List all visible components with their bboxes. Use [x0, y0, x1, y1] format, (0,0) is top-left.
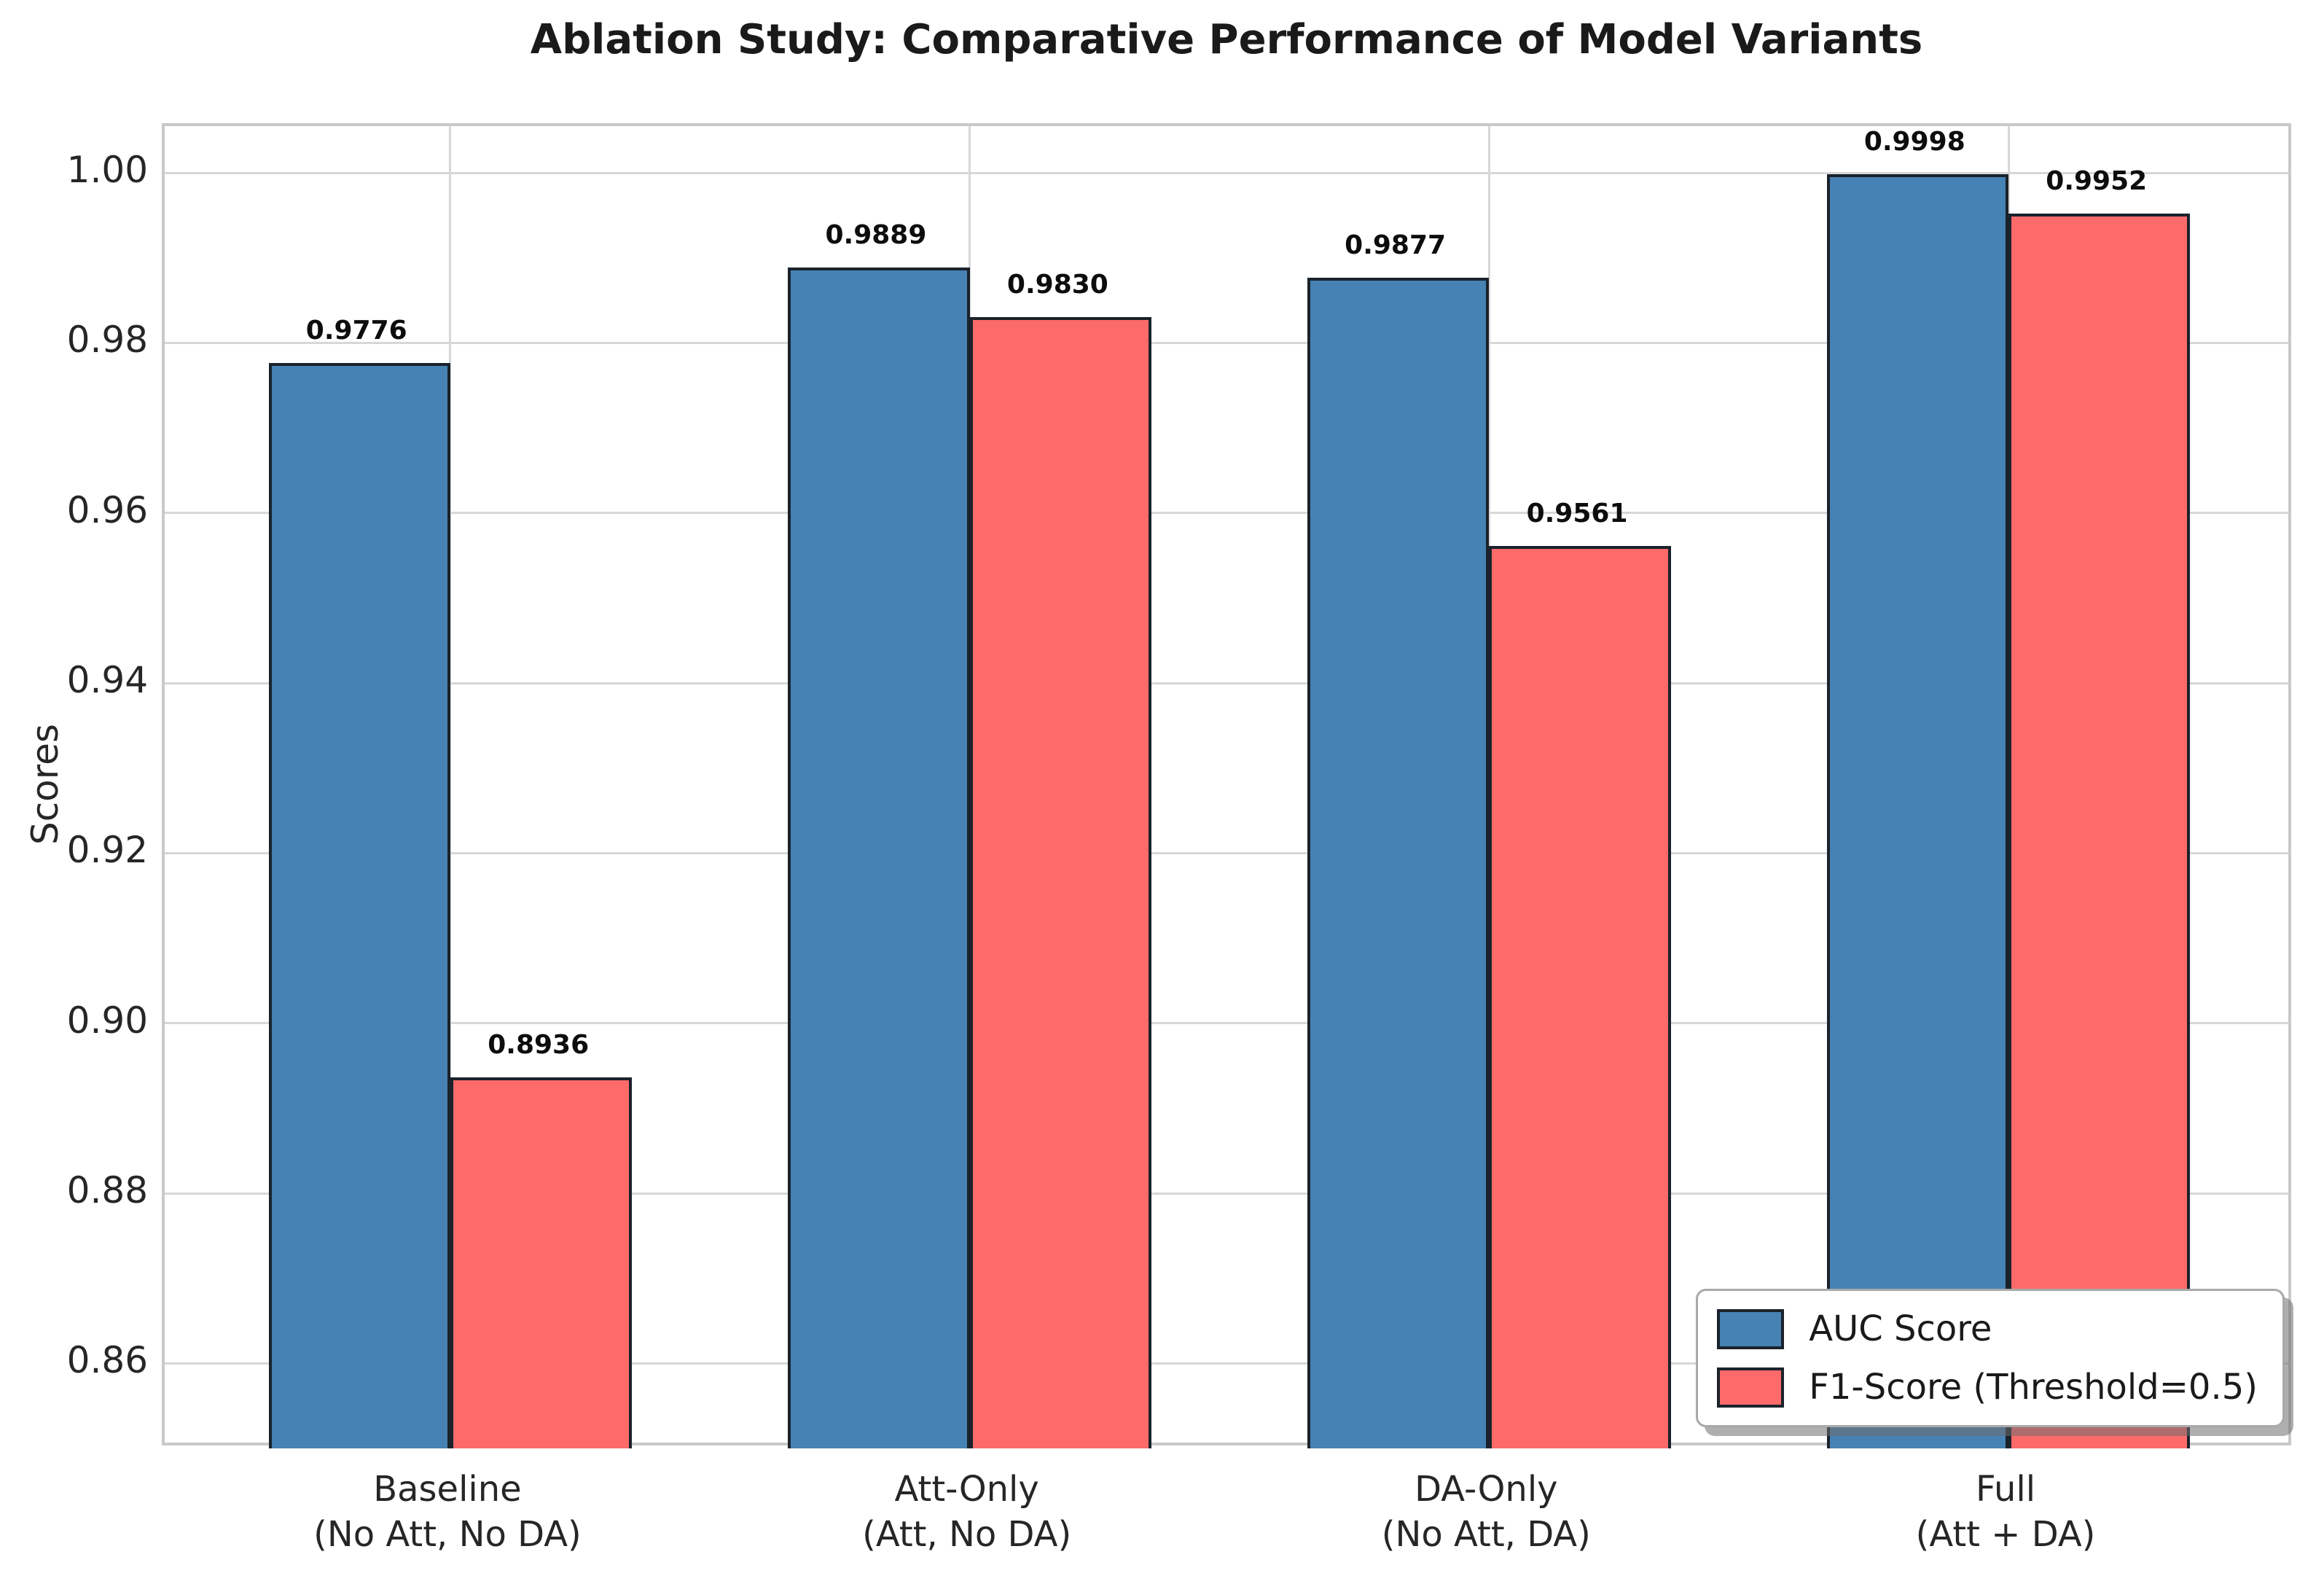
bar-f1-1: [450, 1077, 633, 1448]
bar-auc-4: [1826, 174, 2009, 1448]
x-tick-label: Baseline (No Att, No DA): [313, 1467, 582, 1557]
bar-value-label: 0.9830: [1006, 270, 1108, 300]
legend-label-f1-score: F1-Score (Threshold=0.5): [1809, 1367, 2258, 1408]
x-tick-line2: (Att + DA): [1915, 1514, 2096, 1555]
x-gridline: [449, 126, 452, 1443]
y-tick-label: 0.88: [66, 1169, 148, 1212]
x-tick-label: Full (Att + DA): [1916, 1467, 2096, 1557]
x-tick-line2: (No Att, DA): [1381, 1514, 1591, 1555]
bar-value-label: 0.9889: [825, 219, 927, 250]
y-gridline: [165, 682, 2288, 684]
y-gridline: [165, 851, 2288, 854]
chart-title: Ablation Study: Comparative Performance …: [530, 16, 1923, 63]
x-tick-line1: Full: [1975, 1469, 2036, 1510]
bar-value-label: 0.9998: [1863, 127, 1965, 157]
x-tick-label: DA-Only (No Att, DA): [1382, 1467, 1591, 1557]
legend-swatch-f1-score: [1717, 1367, 1785, 1408]
bar-auc-3: [1307, 277, 1490, 1448]
y-axis-label: Scores: [24, 723, 66, 846]
y-tick-label: 0.98: [66, 319, 148, 362]
y-tick-label: 0.96: [66, 488, 148, 531]
bar-f1-2: [969, 317, 1152, 1448]
bar-value-label: 0.8936: [488, 1030, 590, 1061]
x-tick-line2: (Att, No DA): [862, 1514, 1072, 1555]
bar-auc-2: [788, 267, 970, 1448]
bar-f1-4: [2008, 214, 2191, 1448]
x-tick-line1: Att-Only: [894, 1469, 1039, 1510]
legend-item-f1-score: F1-Score (Threshold=0.5): [1717, 1367, 2258, 1408]
bar-value-label: 0.9776: [305, 316, 407, 346]
y-tick-label: 1.00: [66, 149, 148, 192]
y-gridline: [165, 512, 2288, 515]
legend-swatch-auc-score: [1717, 1308, 1785, 1349]
bar-auc-1: [268, 363, 450, 1448]
legend-item-auc-score: AUC Score: [1717, 1308, 2258, 1349]
x-tick-line2: (No Att, No DA): [313, 1514, 582, 1555]
y-gridline: [165, 171, 2288, 174]
y-tick-label: 0.86: [66, 1339, 148, 1382]
y-tick-label: 0.90: [66, 999, 148, 1042]
bar-f1-3: [1489, 546, 1671, 1448]
x-tick-label: Att-Only (Att, No DA): [862, 1467, 1071, 1557]
legend-label-auc-score: AUC Score: [1809, 1308, 1992, 1349]
y-tick-label: 0.94: [66, 659, 148, 702]
x-tick-line1: DA-Only: [1415, 1469, 1558, 1510]
y-tick-label: 0.92: [66, 829, 148, 872]
bar-value-label: 0.9952: [2046, 166, 2148, 197]
y-gridline: [165, 1022, 2288, 1025]
bar-value-label: 0.9877: [1345, 230, 1447, 260]
bar-value-label: 0.9561: [1526, 499, 1628, 529]
y-gridline: [165, 1362, 2288, 1365]
x-tick-line1: Baseline: [373, 1469, 522, 1510]
legend: AUC Score F1-Score (Threshold=0.5): [1696, 1289, 2285, 1427]
plot-area: [162, 123, 2291, 1448]
y-gridline: [165, 1192, 2288, 1195]
y-gridline: [165, 341, 2288, 344]
